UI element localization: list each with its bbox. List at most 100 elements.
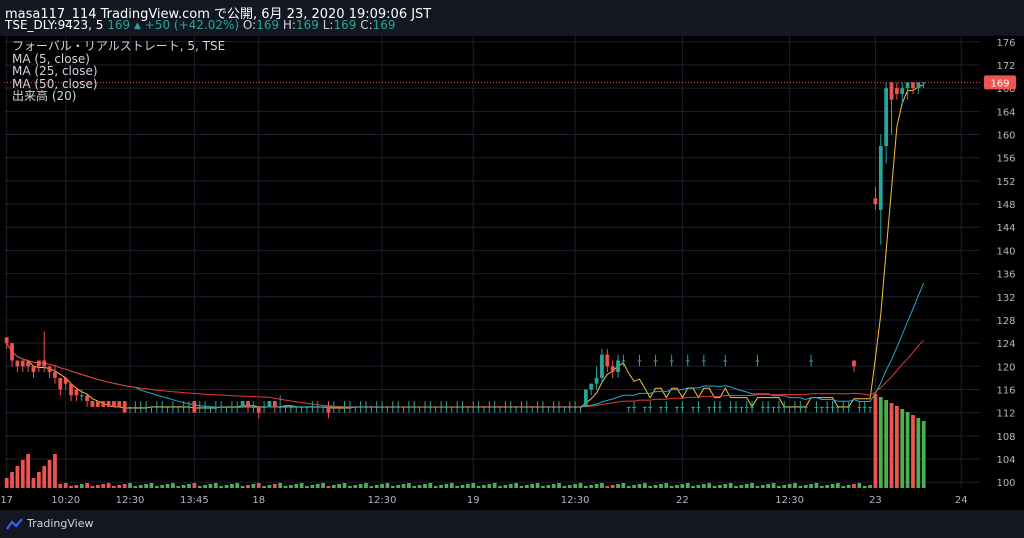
candle-body [417, 406, 422, 408]
volume-bar [744, 484, 749, 488]
volume-bar [230, 484, 234, 488]
volume-bar [685, 483, 690, 488]
volume-bar [766, 484, 771, 488]
high-label: H: [282, 18, 296, 32]
candle-body [203, 406, 207, 408]
candle-body [734, 406, 738, 408]
price-tick-label: 128 [996, 316, 1015, 327]
volume-bars [4, 394, 926, 488]
volume-bar [364, 483, 368, 488]
price-tick-label: 112 [996, 409, 1015, 420]
candle-body [675, 406, 679, 408]
legend-ma5[interactable]: MA (5, close) [12, 51, 90, 66]
symbol-name: TSE_DLY:9423, 5 [5, 18, 104, 32]
candle-body [79, 395, 84, 397]
legend-ma50[interactable]: MA (50, close) [12, 76, 98, 91]
candle-body [557, 406, 561, 408]
last-price-label: 169 [990, 78, 1009, 89]
candle-body [809, 360, 813, 362]
candle-body [407, 406, 411, 408]
volume-bar [498, 486, 502, 488]
volume-bar [911, 415, 915, 488]
publish-info: masa117_114 TradingView.com で公開, 6月 23, … [5, 7, 432, 22]
price-tick-label: 124 [996, 339, 1015, 350]
candle-body [106, 401, 111, 407]
candle-body [176, 406, 181, 408]
volume-bar [278, 483, 283, 488]
candle-body [326, 406, 331, 413]
volume-bar [176, 486, 181, 488]
volume-bar [53, 454, 57, 488]
candle-body [659, 406, 663, 408]
legend-ma25[interactable]: MA (25, close) [12, 64, 98, 78]
tradingview-logo-icon[interactable] [6, 518, 24, 530]
volume-bar [10, 472, 14, 488]
volume-bar [69, 486, 73, 488]
time-tick-label: 19 [467, 495, 480, 506]
candle-body [36, 360, 41, 367]
volume-bar [267, 485, 272, 488]
volume-bar [669, 486, 674, 488]
volume-bar [680, 484, 685, 488]
volume-bar [750, 483, 754, 488]
candle-body [149, 406, 154, 408]
price-tick-label: 164 [996, 107, 1015, 118]
candle-body [455, 406, 460, 408]
candle-body [112, 401, 116, 407]
candle-body [921, 82, 926, 84]
volume-bar [573, 484, 577, 488]
low-value: 169 [333, 18, 357, 32]
candle-body [503, 406, 508, 408]
volume-bar [653, 485, 658, 488]
candle-body [567, 406, 572, 408]
candle-body [444, 406, 449, 408]
price-tick-label: 172 [996, 61, 1015, 72]
candle-body [42, 360, 47, 367]
volume-bar [648, 486, 653, 488]
volume-bar [4, 478, 9, 488]
candle-body [31, 366, 36, 373]
volume-bar [219, 486, 224, 488]
volume-bar [642, 483, 647, 488]
volume-bar [90, 486, 95, 488]
candle-body [476, 406, 481, 408]
volume-bar [830, 484, 835, 488]
candle-body [498, 406, 502, 408]
brand-name[interactable]: TradingView [27, 517, 94, 530]
ma5-line [6, 84, 924, 409]
candle-body [337, 406, 342, 408]
legend-volume[interactable]: 出来高 (20) [12, 89, 77, 103]
candle-body [803, 406, 808, 408]
candle-body [830, 406, 835, 408]
candle-body [852, 360, 856, 367]
candle-body [889, 82, 894, 100]
candle-body [4, 337, 9, 344]
legend-title[interactable]: フォーバル・リアルストレート, 5, TSE [12, 39, 226, 53]
price-tick-label: 120 [996, 362, 1015, 373]
candle-body [841, 406, 846, 408]
volume-bar [900, 409, 905, 488]
candle-body [712, 406, 717, 408]
candle-body [133, 406, 138, 408]
time-tick-label: 12:30 [116, 495, 145, 506]
candle-body [508, 406, 513, 408]
volume-bar [878, 397, 883, 488]
volume-bar [385, 483, 390, 488]
volume-bar [412, 486, 417, 488]
candle-body [390, 406, 395, 408]
candle-body [10, 343, 14, 361]
candle-body [905, 82, 910, 89]
candle-body [535, 406, 540, 408]
candle-body [787, 406, 792, 408]
volume-bar [782, 485, 787, 488]
volume-bar [396, 485, 401, 488]
volume-bar [771, 483, 776, 488]
candle-body [267, 401, 272, 407]
volume-bar [85, 483, 89, 488]
time-tick-label: 23 [869, 495, 882, 506]
candle-body [819, 406, 824, 408]
volume-bar [112, 486, 116, 488]
candle-body [315, 406, 320, 408]
volume-bar [26, 454, 31, 488]
